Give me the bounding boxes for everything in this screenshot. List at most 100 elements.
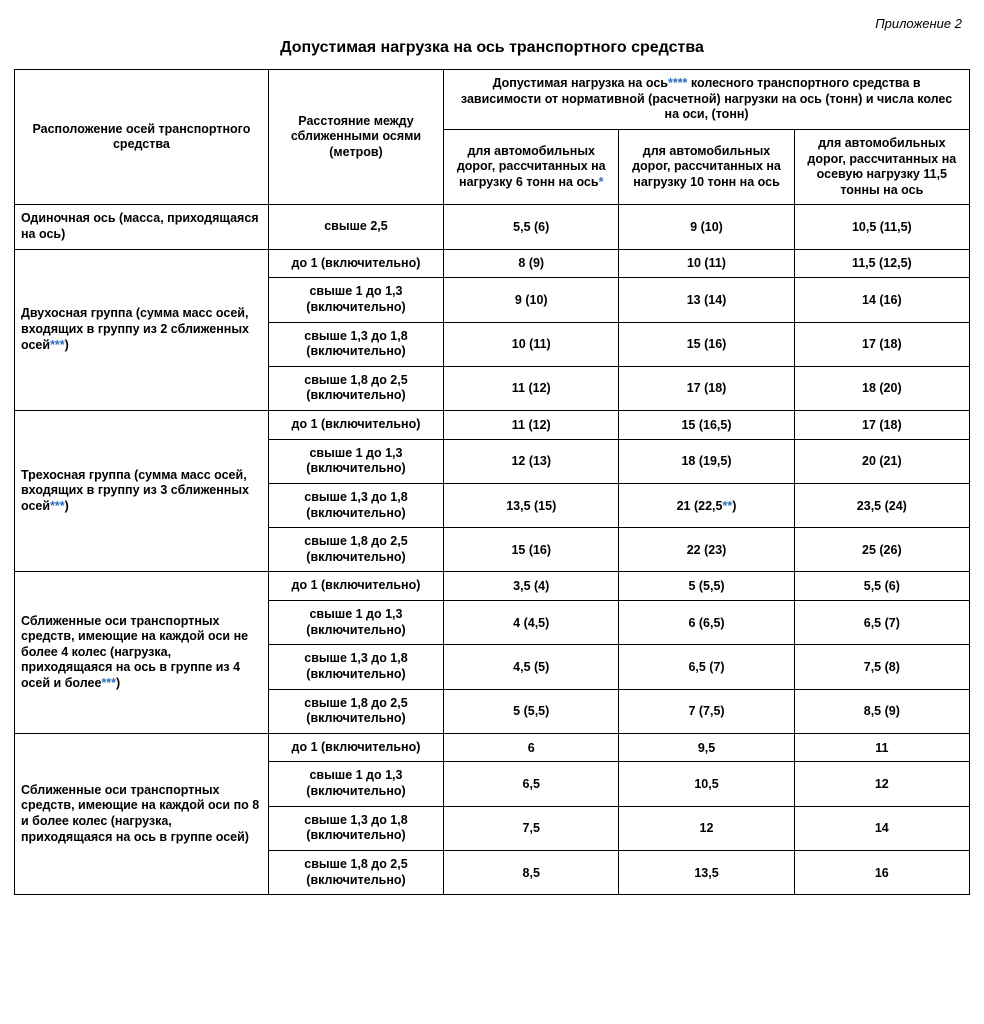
value-6t: 3,5 (4) (444, 572, 619, 601)
value-10t: 10,5 (619, 762, 794, 806)
group-label-text: Сближенные оси транспортных средств, име… (21, 614, 248, 691)
value-11-5t: 16 (794, 850, 969, 894)
header-sub-11-5t: для автомобильных дорог, рассчитанных на… (794, 129, 969, 205)
page-title: Допустимая нагрузка на ось транспортного… (14, 39, 970, 57)
table-row: Сближенные оси транспортных средств, име… (15, 733, 970, 762)
group-label-text: Сближенные оси транспортных средств, име… (21, 783, 259, 844)
value-11-5t: 18 (20) (794, 366, 969, 410)
axle-load-table: Расположение осей транспортного средства… (14, 69, 970, 895)
header-sub-6t: для автомобильных дорог, рассчитанных на… (444, 129, 619, 205)
value-10t: 9,5 (619, 733, 794, 762)
value-11-5t: 7,5 (8) (794, 645, 969, 689)
table-row: Сближенные оси транспортных средств, име… (15, 572, 970, 601)
table-row: Одиночная ось (масса, приходящаяся на ос… (15, 205, 970, 249)
footnote-link-1star[interactable]: * (599, 175, 604, 189)
distance-cell: свыше 1,8 до 2,5 (включительно) (268, 850, 443, 894)
value-6t: 5,5 (6) (444, 205, 619, 249)
distance-cell: до 1 (включительно) (268, 733, 443, 762)
value-6t: 13,5 (15) (444, 483, 619, 527)
value-10t: 15 (16,5) (619, 411, 794, 440)
value-10t: 9 (10) (619, 205, 794, 249)
value-11-5t: 8,5 (9) (794, 689, 969, 733)
value-10t: 7 (7,5) (619, 689, 794, 733)
table-body: Одиночная ось (масса, приходящаяся на ос… (15, 205, 970, 895)
value-10t: 10 (11) (619, 249, 794, 278)
distance-cell: свыше 1 до 1,3 (включительно) (268, 762, 443, 806)
value-6t: 8 (9) (444, 249, 619, 278)
value-6t: 8,5 (444, 850, 619, 894)
header-axle-location: Расположение осей транспортного средства (15, 70, 269, 205)
footnote-link-3star[interactable]: *** (50, 338, 65, 352)
table-row: Трехосная группа (сумма масс осей, входя… (15, 411, 970, 440)
value-6t: 5 (5,5) (444, 689, 619, 733)
table-row: Двухосная группа (сумма масс осей, входя… (15, 249, 970, 278)
value-6t: 6,5 (444, 762, 619, 806)
value-11-5t: 25 (26) (794, 528, 969, 572)
value-11-5t: 17 (18) (794, 411, 969, 440)
group-label-suffix: ) (65, 338, 69, 352)
value-6t: 15 (16) (444, 528, 619, 572)
distance-cell: свыше 1,3 до 1,8 (включительно) (268, 645, 443, 689)
header-distance: Расстояние между сближенными осями (метр… (268, 70, 443, 205)
value-6t: 4,5 (5) (444, 645, 619, 689)
value-11-5t: 12 (794, 762, 969, 806)
value-10t: 22 (23) (619, 528, 794, 572)
value-10t: 13,5 (619, 850, 794, 894)
value-11-5t: 14 (16) (794, 278, 969, 322)
value-11-5t: 11,5 (12,5) (794, 249, 969, 278)
value-6t: 11 (12) (444, 366, 619, 410)
value-6t: 10 (11) (444, 322, 619, 366)
footnote-link-2star[interactable]: ** (722, 499, 732, 513)
value-10t: 5 (5,5) (619, 572, 794, 601)
value-10t: 21 (22,5**) (619, 483, 794, 527)
value-11-5t: 11 (794, 733, 969, 762)
value-11-5t: 5,5 (6) (794, 572, 969, 601)
value-11-5t: 17 (18) (794, 322, 969, 366)
value-10t-post: ) (732, 499, 736, 513)
footnote-link-4star[interactable]: **** (668, 76, 687, 90)
value-6t: 6 (444, 733, 619, 762)
value-11-5t: 14 (794, 806, 969, 850)
value-11-5t: 6,5 (7) (794, 601, 969, 645)
distance-cell: свыше 2,5 (268, 205, 443, 249)
header-sub-10t: для автомобильных дорог, рассчитанных на… (619, 129, 794, 205)
value-10t: 13 (14) (619, 278, 794, 322)
distance-cell: свыше 1 до 1,3 (включительно) (268, 601, 443, 645)
value-6t: 12 (13) (444, 439, 619, 483)
value-6t: 11 (12) (444, 411, 619, 440)
value-10t: 6,5 (7) (619, 645, 794, 689)
value-11-5t: 10,5 (11,5) (794, 205, 969, 249)
value-10t-pre: 21 (22,5 (677, 499, 723, 513)
value-10t: 15 (16) (619, 322, 794, 366)
group-label: Трехосная группа (сумма масс осей, входя… (15, 411, 269, 572)
value-11-5t: 23,5 (24) (794, 483, 969, 527)
appendix-label: Приложение 2 (14, 16, 962, 31)
header-load-group: Допустимая нагрузка на ось**** колесного… (444, 70, 970, 130)
group-label-suffix: ) (116, 676, 120, 690)
value-6t: 9 (10) (444, 278, 619, 322)
distance-cell: свыше 1,3 до 1,8 (включительно) (268, 806, 443, 850)
value-6t: 7,5 (444, 806, 619, 850)
distance-cell: до 1 (включительно) (268, 572, 443, 601)
footnote-link-3star[interactable]: *** (50, 499, 65, 513)
value-10t: 17 (18) (619, 366, 794, 410)
table-head: Расположение осей транспортного средства… (15, 70, 970, 205)
value-6t: 4 (4,5) (444, 601, 619, 645)
distance-cell: до 1 (включительно) (268, 249, 443, 278)
value-10t: 18 (19,5) (619, 439, 794, 483)
distance-cell: свыше 1,8 до 2,5 (включительно) (268, 528, 443, 572)
group-label: Двухосная группа (сумма масс осей, входя… (15, 249, 269, 410)
value-11-5t: 20 (21) (794, 439, 969, 483)
header-load-group-prefix: Допустимая нагрузка на ось (493, 76, 668, 90)
group-label-suffix: ) (65, 499, 69, 513)
distance-cell: свыше 1,3 до 1,8 (включительно) (268, 483, 443, 527)
distance-cell: до 1 (включительно) (268, 411, 443, 440)
group-label-text: Одиночная ось (масса, приходящаяся на ос… (21, 211, 259, 241)
header-sub-6t-text: для автомобильных дорог, рассчитанных на… (457, 144, 606, 189)
value-10t: 6 (6,5) (619, 601, 794, 645)
distance-cell: свыше 1 до 1,3 (включительно) (268, 439, 443, 483)
distance-cell: свыше 1,8 до 2,5 (включительно) (268, 689, 443, 733)
group-label: Одиночная ось (масса, приходящаяся на ос… (15, 205, 269, 249)
footnote-link-3star[interactable]: *** (101, 676, 116, 690)
value-10t: 12 (619, 806, 794, 850)
